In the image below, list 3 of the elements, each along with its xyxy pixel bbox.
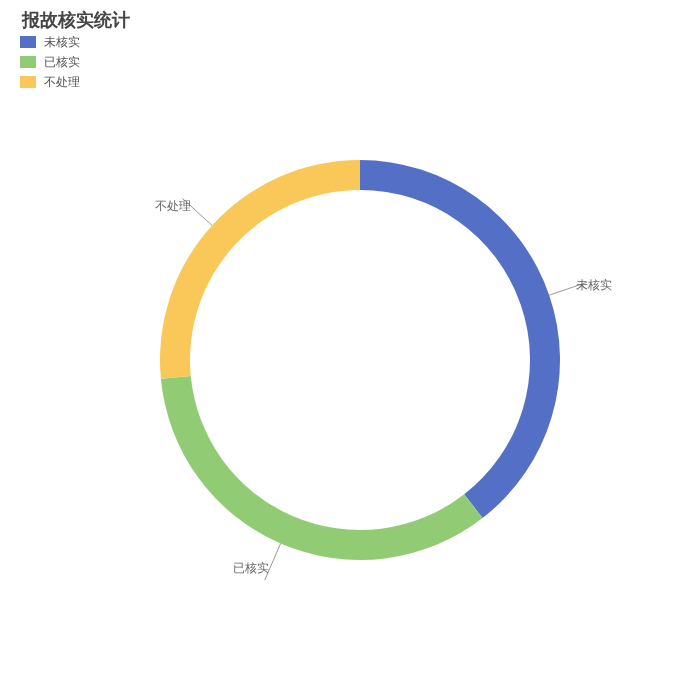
chart-title: 报故核实统计 <box>22 8 130 34</box>
donut-slice <box>360 160 560 519</box>
donut-slice <box>160 376 483 560</box>
